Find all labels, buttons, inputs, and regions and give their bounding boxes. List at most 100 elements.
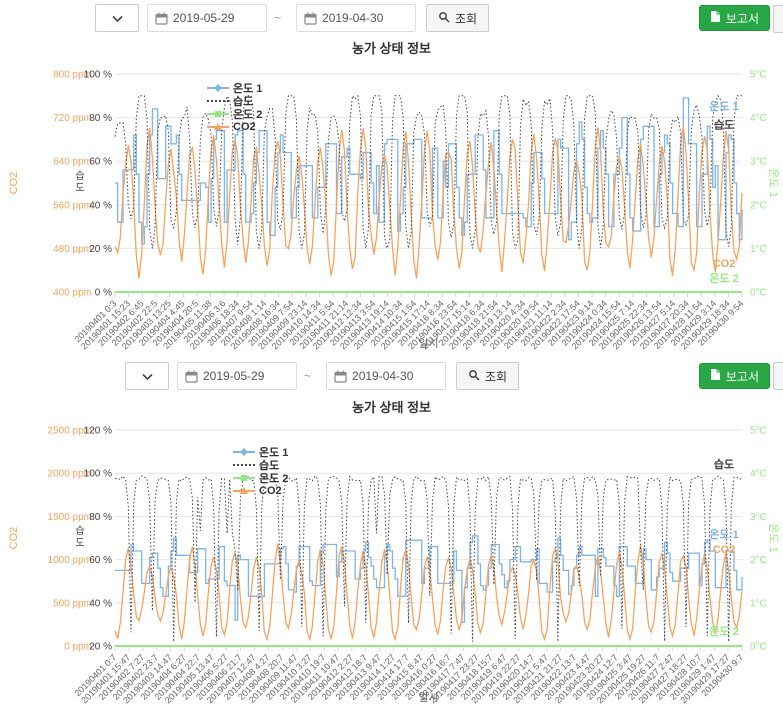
chart-canvas-2: 2500 ppm 2000 ppm 1500 ppm 1000 ppm 500 ppm 0… (8, 426, 780, 706)
svg-text:560 ppm: 560 ppm (53, 200, 92, 211)
legend-item-CO2[interactable]: CO2 (207, 120, 262, 133)
legend-item-온도2[interactable]: 온도 2 (207, 107, 263, 121)
svg-text:500 ppm: 500 ppm (53, 598, 92, 609)
svg-text:습도: 습도 (714, 458, 734, 471)
report-button-label: 보고서 (725, 369, 759, 384)
svg-text:CO2: CO2 (713, 544, 736, 556)
chart-wrap-1: 800 ppm 720 ppm 640 ppm 560 ppm 480 ppm 400 p… (0, 59, 783, 357)
svg-text:습도: 습도 (75, 525, 84, 549)
report-button[interactable]: 보고서 (698, 363, 770, 389)
search-icon (438, 11, 450, 26)
legend-marker-icon (207, 110, 229, 117)
svg-text:20 %: 20 % (89, 642, 112, 653)
report-button[interactable]: 보고서 (698, 5, 770, 31)
report-button-label: 보고서 (725, 11, 759, 26)
svg-text:800 ppm: 800 ppm (53, 70, 92, 81)
panel-1: ~ 조회 보고서 (0, 0, 783, 357)
svg-text:일시: 일시 (418, 336, 438, 350)
svg-text:CO2: CO2 (8, 172, 20, 195)
svg-text:4°C: 4°C (750, 469, 767, 480)
legend-marker-icon (233, 447, 255, 456)
svg-text:0 ppm: 0 ppm (64, 642, 92, 653)
legend-marker-icon (233, 463, 255, 466)
date-from-input[interactable] (203, 369, 283, 383)
calendar-icon (304, 12, 317, 25)
svg-text:60 %: 60 % (89, 555, 112, 566)
svg-text:1°C: 1°C (750, 244, 767, 255)
legend-label: 습도 (233, 95, 254, 108)
svg-text:40 %: 40 % (89, 200, 112, 211)
svg-text:2°C: 2°C (750, 200, 767, 211)
date-from-input[interactable] (173, 11, 253, 25)
date-range-separator: ~ (274, 11, 282, 25)
date-range-separator: ~ (304, 369, 312, 383)
svg-text:400 ppm: 400 ppm (53, 288, 92, 299)
refresh-button-partial[interactable] (773, 5, 783, 33)
chart-wrap-2: 2500 ppm 2000 ppm 1500 ppm 1000 ppm 500 ppm 0… (0, 418, 783, 718)
search-button-label: 조회 (485, 369, 508, 384)
legend-label: 온도 2 (259, 472, 289, 485)
svg-text:CO2: CO2 (8, 527, 20, 550)
svg-text:2°C: 2°C (750, 555, 767, 566)
legend-label: 습도 (259, 459, 280, 472)
svg-text:80 %: 80 % (89, 512, 112, 523)
chart-canvas-1: 800 ppm 720 ppm 640 ppm 560 ppm 480 ppm 400 p… (8, 70, 780, 352)
svg-text:CO2: CO2 (713, 258, 736, 270)
svg-text:습도: 습도 (75, 170, 84, 194)
toolbar-1: ~ 조회 보고서 (0, 0, 783, 36)
legend-item-습도[interactable]: 습도 (233, 458, 288, 472)
refresh-button-partial[interactable] (773, 362, 783, 390)
chevron-down-icon (141, 369, 153, 384)
legend-item-온도1[interactable]: 온도 1 (207, 81, 263, 95)
chart-block-2: 농가 상태 정보 2500 ppm 2000 ppm 1500 ppm 1000 pp… (0, 398, 783, 718)
date-to-input[interactable] (352, 369, 433, 383)
legend-label: CO2 (259, 484, 282, 497)
chart-block-1: 농가 상태 정보 800 ppm 720 ppm 640 ppm 560 ppm 480… (0, 39, 783, 357)
legend-item-온도1[interactable]: 온도 1 (233, 445, 288, 459)
svg-text:5°C: 5°C (750, 70, 767, 81)
legend-item-습도[interactable]: 습도 (207, 94, 262, 108)
svg-text:3°C: 3°C (750, 512, 767, 523)
legend-label: 온도 2 (233, 108, 263, 121)
toolbar-2: ~ 조회 보고서 (0, 357, 783, 395)
series-select[interactable] (95, 4, 139, 32)
legend-item-온도2[interactable]: 온도 2 (233, 471, 289, 485)
search-button[interactable]: 조회 (426, 4, 490, 32)
svg-text:0°C: 0°C (750, 288, 767, 299)
svg-text:0 %: 0 % (95, 288, 112, 299)
search-button[interactable]: 조회 (456, 362, 520, 390)
date-from-group (147, 4, 267, 32)
svg-text:1000 ppm: 1000 ppm (48, 555, 92, 566)
date-to-input[interactable] (322, 11, 403, 25)
series-select[interactable] (125, 362, 169, 390)
panel-2: ~ 조회 보고서 (0, 357, 783, 718)
document-icon (710, 10, 721, 26)
chart-title-1: 농가 상태 정보 (352, 41, 431, 56)
legend-marker-icon (233, 486, 255, 494)
search-button-label: 조회 (455, 11, 478, 26)
svg-text:60 %: 60 % (89, 157, 112, 168)
svg-text:1500 ppm: 1500 ppm (48, 512, 92, 523)
date-to-group (326, 362, 447, 390)
calendar-icon (155, 12, 168, 25)
svg-text:온도 2: 온도 2 (709, 272, 738, 285)
calendar-icon (334, 370, 347, 383)
chevron-down-icon (111, 11, 123, 26)
svg-text:온도 1: 온도 1 (767, 523, 780, 552)
document-icon (710, 368, 721, 384)
date-to-group (296, 4, 417, 32)
calendar-icon (185, 370, 198, 383)
svg-text:4°C: 4°C (750, 113, 767, 124)
legend-item-CO2[interactable]: CO2 (233, 484, 288, 497)
search-icon (468, 369, 480, 384)
svg-text:온도 1: 온도 1 (709, 528, 738, 541)
date-from-group (177, 362, 297, 390)
svg-text:100 %: 100 % (84, 70, 112, 81)
svg-text:온도 2: 온도 2 (709, 625, 738, 638)
svg-text:5°C: 5°C (750, 426, 767, 437)
svg-text:습도: 습도 (714, 119, 734, 132)
svg-text:40 %: 40 % (89, 598, 112, 609)
chart-legend-2: 온도 1 습도 온도 2 CO2 (233, 445, 288, 497)
legend-label: 온도 1 (233, 82, 263, 95)
